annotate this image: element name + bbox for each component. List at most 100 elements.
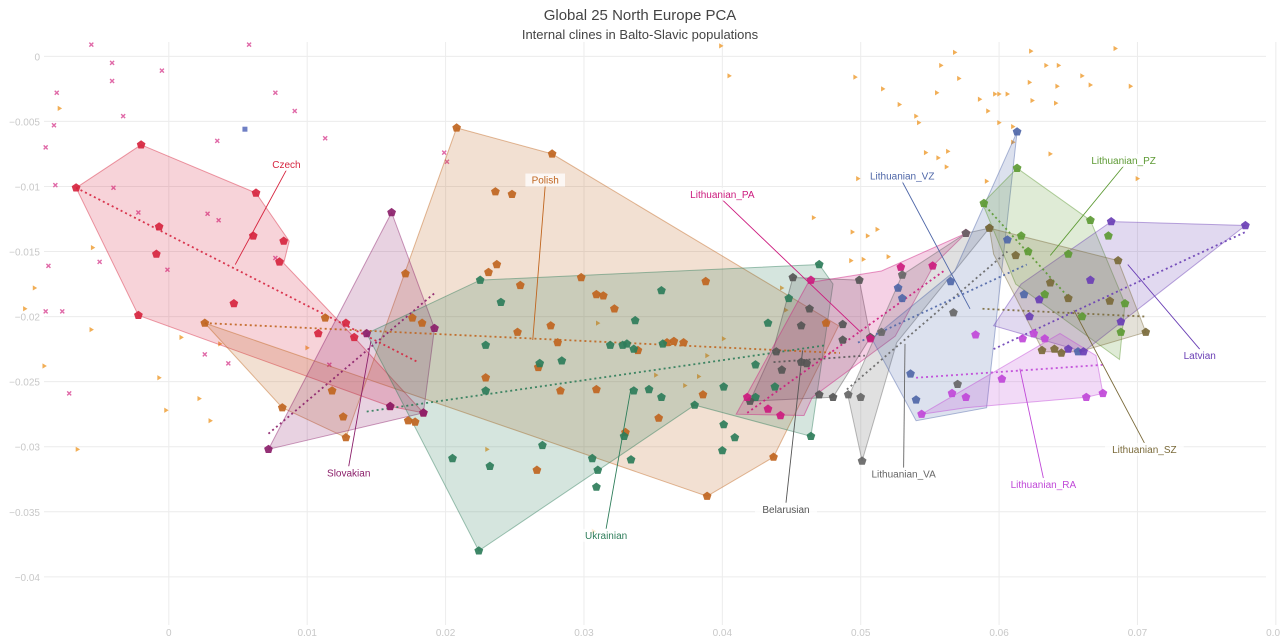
czech-leader-line: [234, 169, 287, 265]
lithuanian-ra-point: [917, 409, 926, 418]
background-triangle-marker: [935, 90, 940, 96]
ukrainian-point: [622, 339, 632, 348]
background-triangle-marker: [305, 345, 310, 351]
lithuanian-pz-point: [1077, 312, 1087, 321]
background-triangle-marker: [957, 75, 962, 82]
lithuanian-ra-point: [1018, 334, 1027, 343]
polish-point: [610, 304, 619, 313]
background-triangle-marker: [953, 49, 958, 56]
lithuanian-pa-label: Lithuanian_PA: [690, 190, 755, 201]
background-triangle-marker: [75, 446, 81, 452]
background-cross-marker: [97, 259, 103, 265]
lithuanian-sz-label-background: [1104, 442, 1184, 456]
lithuanian-pa-point: [928, 261, 937, 270]
polish-point: [410, 417, 420, 426]
background-triangle-marker: [1044, 62, 1049, 69]
group-labels: Czech Polish Slovakian Ukrainian Belarusian L…: [234, 154, 1223, 542]
x-tick-label: 0.06: [989, 628, 1009, 639]
slovakian-point: [264, 444, 273, 453]
lithuanian-sz-point: [1105, 296, 1115, 305]
ukrainian-trendline: [366, 344, 827, 413]
y-tick-label: −0.035: [9, 508, 40, 519]
background-cross-marker: [66, 390, 72, 396]
y-tick-label: −0.025: [9, 378, 40, 389]
czech-point: [313, 328, 323, 338]
lithuanian-pz-point: [1040, 289, 1050, 299]
background-triangle-marker: [197, 395, 202, 402]
x-tick-label: 0.07: [1128, 628, 1148, 639]
background-triangle-marker: [1011, 123, 1016, 130]
polish-point: [599, 291, 608, 300]
lithuanian-pz-point: [1023, 246, 1033, 256]
background-triangle-marker: [1080, 73, 1085, 79]
lithuanian-pa-leader-line: [722, 199, 862, 333]
background-cross-marker: [59, 308, 65, 314]
ukrainian-point: [475, 275, 485, 284]
background-triangle-marker: [986, 108, 991, 114]
ukrainian-point: [658, 339, 668, 348]
polish-point: [481, 373, 491, 382]
x-tick-label: 0.08: [1266, 628, 1280, 639]
x-tick-label: 0: [166, 628, 172, 639]
lithuanian-pa-point: [742, 392, 752, 401]
background-triangle-marker: [57, 105, 63, 111]
lithuanian-pz-point: [1016, 231, 1026, 240]
ukrainian-point: [448, 453, 457, 463]
latvian-point: [1063, 344, 1073, 353]
background-cross-marker: [110, 185, 116, 191]
ukrainian-point: [806, 431, 816, 440]
polish-point: [327, 386, 337, 395]
lithuanian-sz-point: [1057, 348, 1066, 357]
lithuanian-ra-label-background: [1003, 478, 1083, 492]
polish-point: [679, 338, 688, 347]
lithuanian-ra-point: [1040, 334, 1050, 343]
background-cross-marker: [164, 267, 170, 273]
background-cross-marker: [214, 138, 220, 144]
background-triangle-marker: [1113, 45, 1118, 52]
belarusian-point: [838, 319, 848, 329]
lithuanian-vz-leader-line: [901, 181, 971, 309]
polish-point: [452, 123, 461, 132]
czech-point: [275, 257, 284, 266]
lithuanian-sz-point: [1063, 293, 1073, 303]
background-triangle-marker: [944, 164, 950, 170]
polish-point: [669, 336, 679, 345]
belarusian-point: [838, 335, 848, 344]
ukrainian-point: [538, 440, 547, 450]
czech-point: [154, 222, 164, 231]
polish-point: [547, 149, 557, 158]
belarusian-point: [777, 365, 787, 374]
y-tick-label: −0.015: [9, 248, 40, 259]
lithuanian-sz-point: [1045, 278, 1055, 287]
lithuanian-vz-point: [897, 293, 907, 303]
background-triangle-marker: [1135, 176, 1141, 182]
background-triangle-marker: [1011, 139, 1016, 145]
lithuanian-vz-trendline: [857, 263, 1028, 344]
background-cross-marker: [326, 362, 332, 368]
background-cross-marker: [51, 122, 57, 128]
background-triangle-marker: [595, 320, 601, 326]
lithuanian-sz-point: [985, 223, 994, 232]
ukrainian-point: [730, 433, 740, 442]
background-triangle-marker: [208, 418, 213, 424]
belarusian-label-background: [754, 502, 817, 516]
background-cross-marker: [159, 68, 165, 74]
background-cross-marker: [109, 78, 115, 84]
background-triangle-marker: [997, 120, 1002, 126]
czech-point: [229, 299, 239, 308]
ukrainian-leader-line: [605, 388, 632, 529]
lithuanian-pz-point: [1063, 249, 1073, 258]
lithuanian-sz-trendline: [982, 307, 1146, 318]
lithuanian-pz-label-background: [1084, 154, 1164, 168]
background-triangle-marker: [984, 178, 990, 184]
ukrainian-point: [629, 344, 639, 353]
slovakian-point: [362, 328, 372, 338]
chart-subtitle: Internal clines in Balto-Slavic populati…: [521, 27, 759, 42]
ukrainian-point: [485, 461, 495, 470]
lithuanian-sz-point: [1037, 345, 1047, 355]
latvian-point: [1106, 217, 1116, 226]
background-square-marker: [242, 126, 248, 132]
belarusian-point: [796, 321, 806, 330]
polish-label-background: [525, 173, 566, 187]
background-triangle-marker: [784, 307, 789, 313]
